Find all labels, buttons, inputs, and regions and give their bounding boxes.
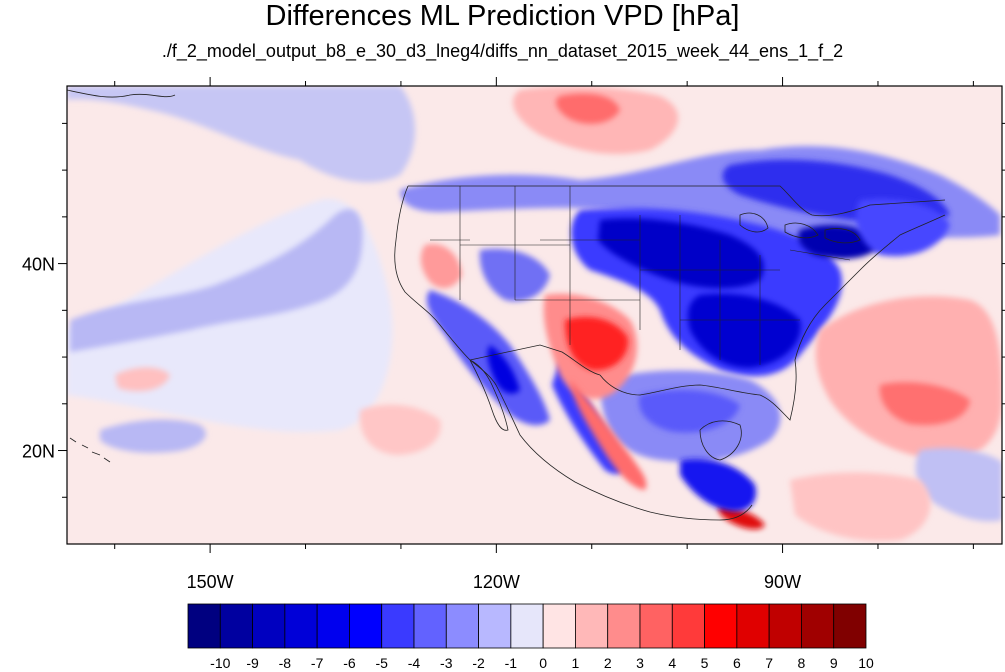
colorbar-label: -6 xyxy=(343,655,356,671)
canada-red xyxy=(555,93,620,124)
pacific-pink-2 xyxy=(359,404,441,455)
pacific-blue-band xyxy=(70,209,363,352)
lat-tick-label: 40N xyxy=(22,255,55,275)
colorbar-label: 1 xyxy=(572,655,580,671)
state-lines-west xyxy=(430,186,641,345)
colorbar-box xyxy=(575,603,609,649)
colorbar-label: 5 xyxy=(701,655,709,671)
colorbar-label: -10 xyxy=(210,655,230,671)
baja-line xyxy=(469,359,509,431)
southeast-us-dark xyxy=(688,293,801,368)
caribbean-pink xyxy=(790,472,931,541)
great-lakes-outline xyxy=(739,212,861,244)
lat-tick-label: 20N xyxy=(22,442,55,462)
colorbar-box xyxy=(801,603,835,649)
state-lines-east xyxy=(640,215,851,365)
alaska-coast-line xyxy=(67,89,176,98)
gulf-alaska-blue xyxy=(67,86,415,183)
colorbar-label: 4 xyxy=(668,655,676,671)
atlantic-blue-east xyxy=(915,448,1002,522)
coast-lines xyxy=(67,89,946,521)
map-title: Differences ML Prediction VPD [hPa] xyxy=(265,0,740,32)
colorbar-label: -1 xyxy=(505,655,518,671)
colorbar-box xyxy=(736,603,770,649)
colorbar-label: 6 xyxy=(733,655,741,671)
colorbar-label: 7 xyxy=(765,655,773,671)
colorbar-label: 2 xyxy=(604,655,612,671)
colorbar-box xyxy=(542,603,576,649)
latitude-ticks: 40N 20N xyxy=(22,122,1005,498)
pacific-pink-1 xyxy=(115,367,170,392)
us-canada-border xyxy=(408,185,946,217)
colorbar-box xyxy=(833,603,867,649)
colorbar-label: 10 xyxy=(858,655,874,671)
colorbar-label: -8 xyxy=(279,655,292,671)
colorbar-box xyxy=(639,603,673,649)
colorbar-box xyxy=(349,603,383,649)
great-lakes-dark xyxy=(798,225,880,259)
lon-tick-label: 150W xyxy=(187,572,234,592)
map-subtitle: ./f_2_model_output_b8_e_30_d3_lneg4/diff… xyxy=(161,41,844,61)
hawaii-blue xyxy=(100,419,206,453)
colorbar-label: -7 xyxy=(311,655,324,671)
west-coast-line xyxy=(394,185,753,521)
colorbar-box xyxy=(381,603,415,649)
atlantic-red xyxy=(879,382,970,425)
lon-tick-label: 90W xyxy=(764,572,801,592)
colorbar-label: 9 xyxy=(830,655,838,671)
central-us-dark xyxy=(598,218,764,289)
hawaii-islands xyxy=(69,437,111,463)
colorbar-label: 0 xyxy=(539,655,547,671)
sierra-madre-red xyxy=(570,380,647,490)
baja-dark-blue xyxy=(487,345,520,394)
colorbar-box xyxy=(316,603,350,649)
colorbar-box xyxy=(187,603,221,649)
colorbar-label: -5 xyxy=(375,655,388,671)
central-america-red xyxy=(718,505,765,530)
texas-dark-red xyxy=(565,316,629,371)
colorbar-box xyxy=(510,603,544,649)
gulf-coast-line xyxy=(599,214,946,421)
colorbar-label: -3 xyxy=(440,655,453,671)
colorbar: -10 -9 -8 -7 -6 -5 -4 -3 -2 -1 0 1 2 3 4 5 6 7 8 9 10 xyxy=(187,603,874,671)
colorbar-label: -9 xyxy=(246,655,259,671)
colorbar-box xyxy=(704,603,738,649)
california-red xyxy=(420,244,462,289)
colorbar-label: -2 xyxy=(472,655,485,671)
colorbar-label: 3 xyxy=(636,655,644,671)
atlantic-pink xyxy=(815,296,1002,460)
map-field xyxy=(67,86,1002,544)
longitude-ticks: 150W 120W 90W xyxy=(114,77,974,592)
yucatan-line xyxy=(699,420,742,461)
central-america-blue xyxy=(680,458,756,512)
colorbar-box xyxy=(284,603,318,649)
colorbar-box xyxy=(607,603,641,649)
colorbar-box xyxy=(252,603,286,649)
colorbar-box xyxy=(445,603,479,649)
northeast-blue xyxy=(856,198,950,257)
colorbar-label: -4 xyxy=(408,655,421,671)
colorbar-label: 8 xyxy=(798,655,806,671)
colorbar-box xyxy=(671,603,705,649)
us-mexico-border xyxy=(469,344,601,376)
lon-tick-label: 120W xyxy=(473,572,520,592)
map-frame xyxy=(66,85,1003,545)
colorbar-box xyxy=(478,603,512,649)
colorbar-box xyxy=(413,603,447,649)
colorbar-box xyxy=(219,603,253,649)
colorbar-box xyxy=(768,603,802,649)
